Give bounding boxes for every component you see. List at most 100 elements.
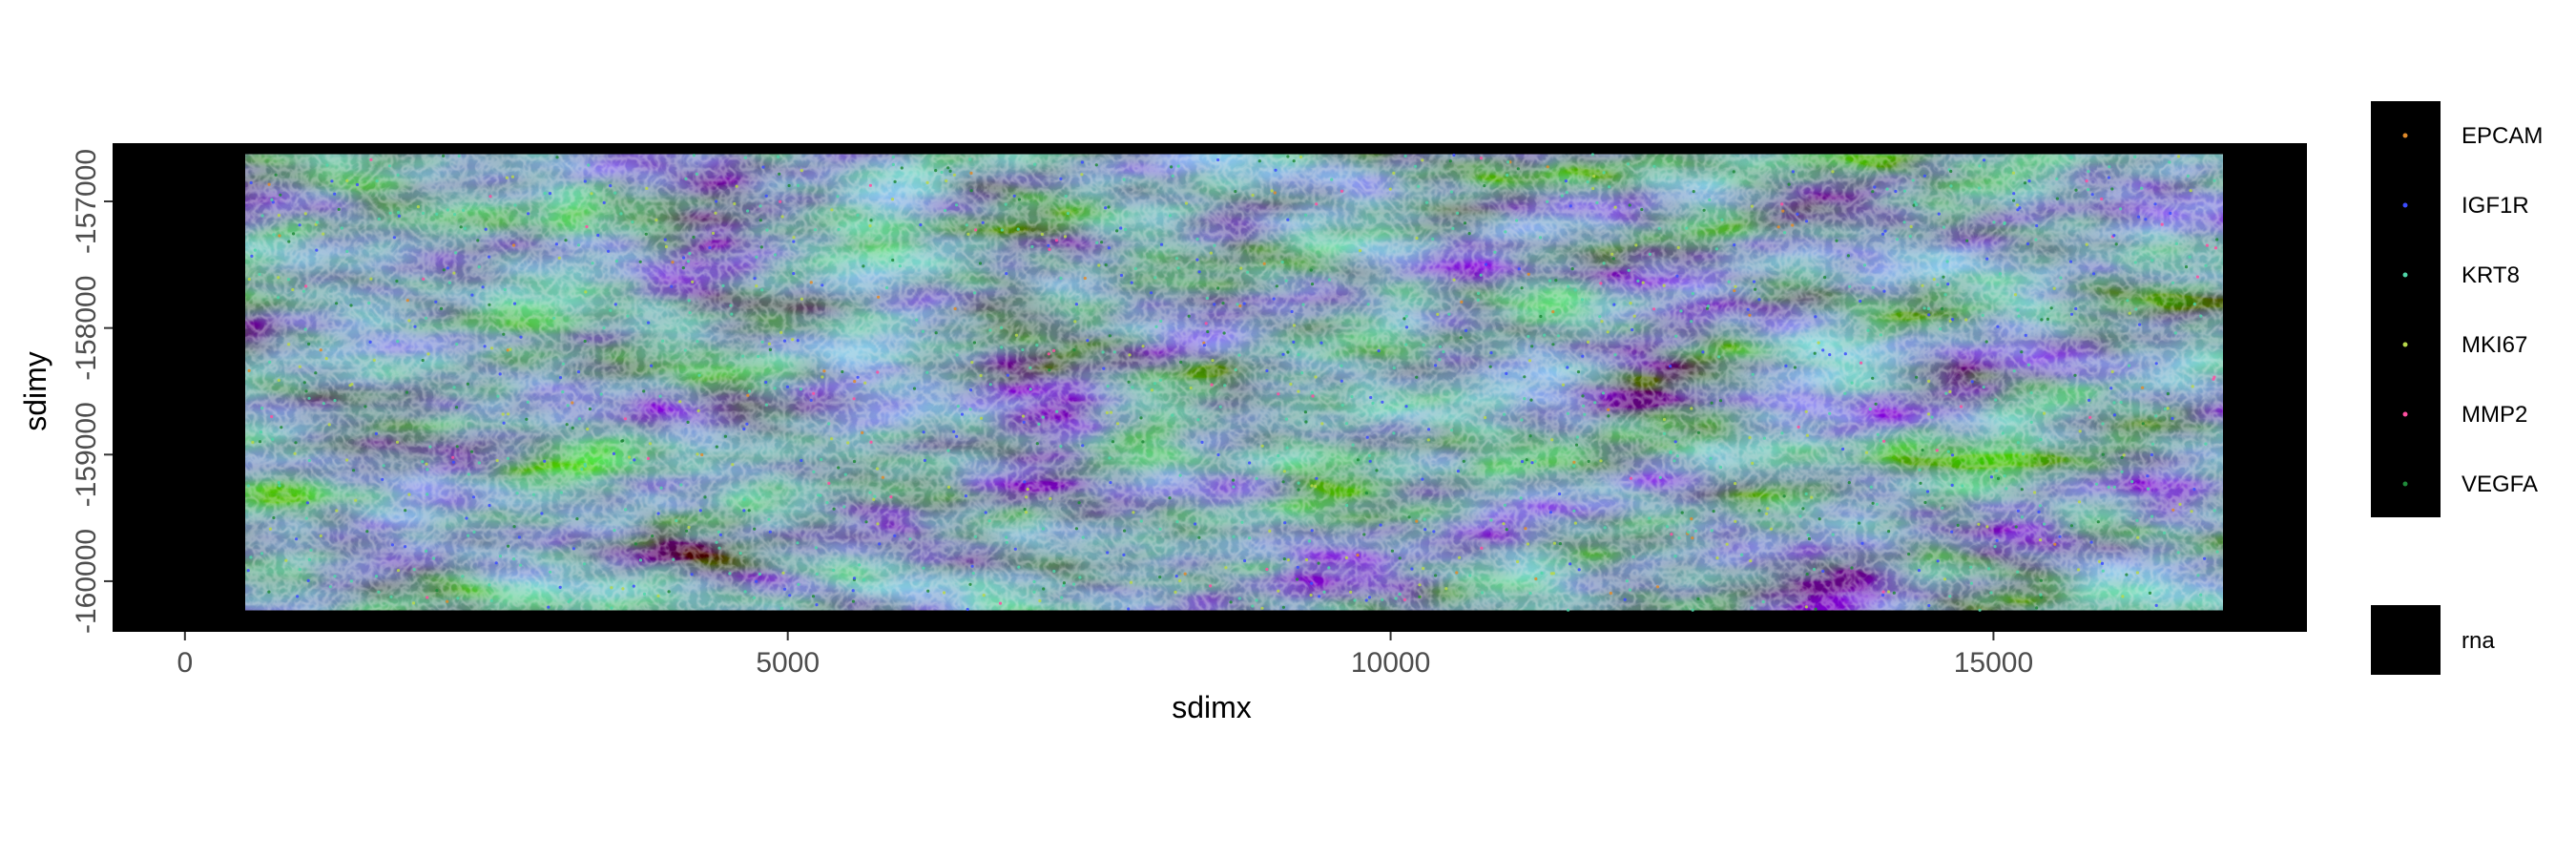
transcript-spot xyxy=(1631,555,1635,559)
transcript-spot xyxy=(2016,570,2020,574)
transcript-spot xyxy=(2176,155,2181,158)
transcript-spot xyxy=(815,603,819,607)
transcript-spot xyxy=(686,260,691,263)
transcript-spot xyxy=(352,469,356,472)
transcript-spot xyxy=(683,348,687,352)
transcript-spot xyxy=(1812,567,1817,572)
transcript-spot xyxy=(1243,558,1247,563)
transcript-spot xyxy=(2148,591,2152,596)
transcript-spot xyxy=(421,358,425,363)
transcript-spot xyxy=(1520,286,1524,290)
transcript-spot xyxy=(277,296,280,300)
tissue-image xyxy=(245,154,2223,611)
transcript-spot xyxy=(2176,551,2180,555)
transcript-spot xyxy=(1415,519,1419,523)
legend-key-background xyxy=(2371,101,2441,517)
transcript-spot xyxy=(1200,440,1204,444)
transcript-spot xyxy=(1297,488,1300,492)
transcript-spot xyxy=(1636,279,1640,283)
transcript-spot xyxy=(583,464,588,468)
transcript-spot xyxy=(251,440,255,445)
transcript-spot xyxy=(2087,170,2090,174)
transcript-spot xyxy=(767,342,772,346)
transcript-spot xyxy=(1111,440,1115,444)
transcript-spot xyxy=(1984,340,1988,344)
transcript-spot xyxy=(1603,526,1607,530)
transcript-spot xyxy=(1948,319,1952,323)
transcript-spot xyxy=(1982,158,1986,162)
transcript-spot xyxy=(1540,571,1544,576)
transcript-spot xyxy=(773,253,778,257)
transcript-spot xyxy=(678,400,682,404)
transcript-spot xyxy=(2029,391,2033,395)
transcript-spot xyxy=(333,575,337,578)
transcript-spot xyxy=(1296,565,1299,569)
transcript-spot xyxy=(2069,312,2074,316)
transcript-spot xyxy=(821,375,824,379)
transcript-spot xyxy=(1599,459,1603,463)
transcript-spot xyxy=(1109,481,1112,485)
transcript-spot xyxy=(1529,398,1533,402)
transcript-spot xyxy=(1626,162,1631,166)
transcript-spot xyxy=(791,338,795,342)
transcript-spot xyxy=(1923,500,1927,505)
transcript-spot xyxy=(2059,276,2063,280)
transcript-spot xyxy=(1814,315,1818,319)
transcript-spot xyxy=(2174,241,2178,245)
transcript-spot xyxy=(381,477,384,481)
transcript-spot xyxy=(1282,470,1286,473)
transcript-spot xyxy=(922,430,925,434)
transcript-spot xyxy=(328,585,332,589)
transcript-spot xyxy=(1022,420,1026,424)
transcript-spot xyxy=(1548,511,1552,514)
transcript-spot xyxy=(1674,334,1678,338)
y-axis: -160000 -159000 -158000 -157000 xyxy=(71,149,113,634)
transcript-spot xyxy=(2003,220,2006,225)
transcript-spot xyxy=(1687,531,1691,534)
transcript-spot xyxy=(271,437,275,441)
transcript-spot xyxy=(1993,545,1997,549)
transcript-spot xyxy=(1875,502,1879,506)
transcript-spot xyxy=(411,601,416,605)
transcript-spot xyxy=(778,172,781,176)
transcript-spot xyxy=(1107,246,1111,250)
transcript-spot xyxy=(587,163,591,167)
transcript-spot xyxy=(1907,552,1911,556)
transcript-spot xyxy=(2012,192,2016,196)
transcript-spot xyxy=(2043,522,2046,526)
transcript-spot xyxy=(960,412,965,416)
transcript-spot xyxy=(2163,531,2167,534)
transcript-spot xyxy=(1847,481,1851,485)
transcript-spot xyxy=(797,582,800,586)
transcript-spot xyxy=(421,460,425,464)
transcript-spot xyxy=(2160,222,2164,226)
transcript-spot xyxy=(1415,236,1419,241)
transcript-spot xyxy=(1946,283,1950,286)
transcript-spot xyxy=(1359,249,1362,253)
transcript-spot xyxy=(247,277,251,282)
transcript-spot xyxy=(405,390,409,394)
transcript-spot xyxy=(1083,276,1087,281)
y-tick-label: -159000 xyxy=(71,402,102,507)
transcript-spot xyxy=(634,542,638,546)
transcript-spot xyxy=(1296,577,1299,581)
transcript-spot xyxy=(1292,159,1296,163)
transcript-spot xyxy=(1552,541,1556,545)
transcript-spot xyxy=(1353,598,1357,602)
transcript-spot xyxy=(943,208,947,213)
transcript-spot xyxy=(249,180,253,185)
transcript-spot xyxy=(267,590,271,594)
transcript-spot xyxy=(2171,281,2175,284)
transcript-spot xyxy=(1286,155,1290,158)
transcript-spot xyxy=(1526,542,1530,546)
transcript-spot xyxy=(1314,375,1318,379)
transcript-spot xyxy=(1063,235,1068,239)
transcript-spot xyxy=(1623,597,1627,601)
transcript-spot xyxy=(633,458,636,462)
transcript-spot xyxy=(2088,398,2091,402)
transcript-spot xyxy=(638,558,643,562)
transcript-spot xyxy=(1750,204,1754,208)
transcript-spot xyxy=(577,417,582,421)
transcript-spot xyxy=(1171,174,1174,178)
